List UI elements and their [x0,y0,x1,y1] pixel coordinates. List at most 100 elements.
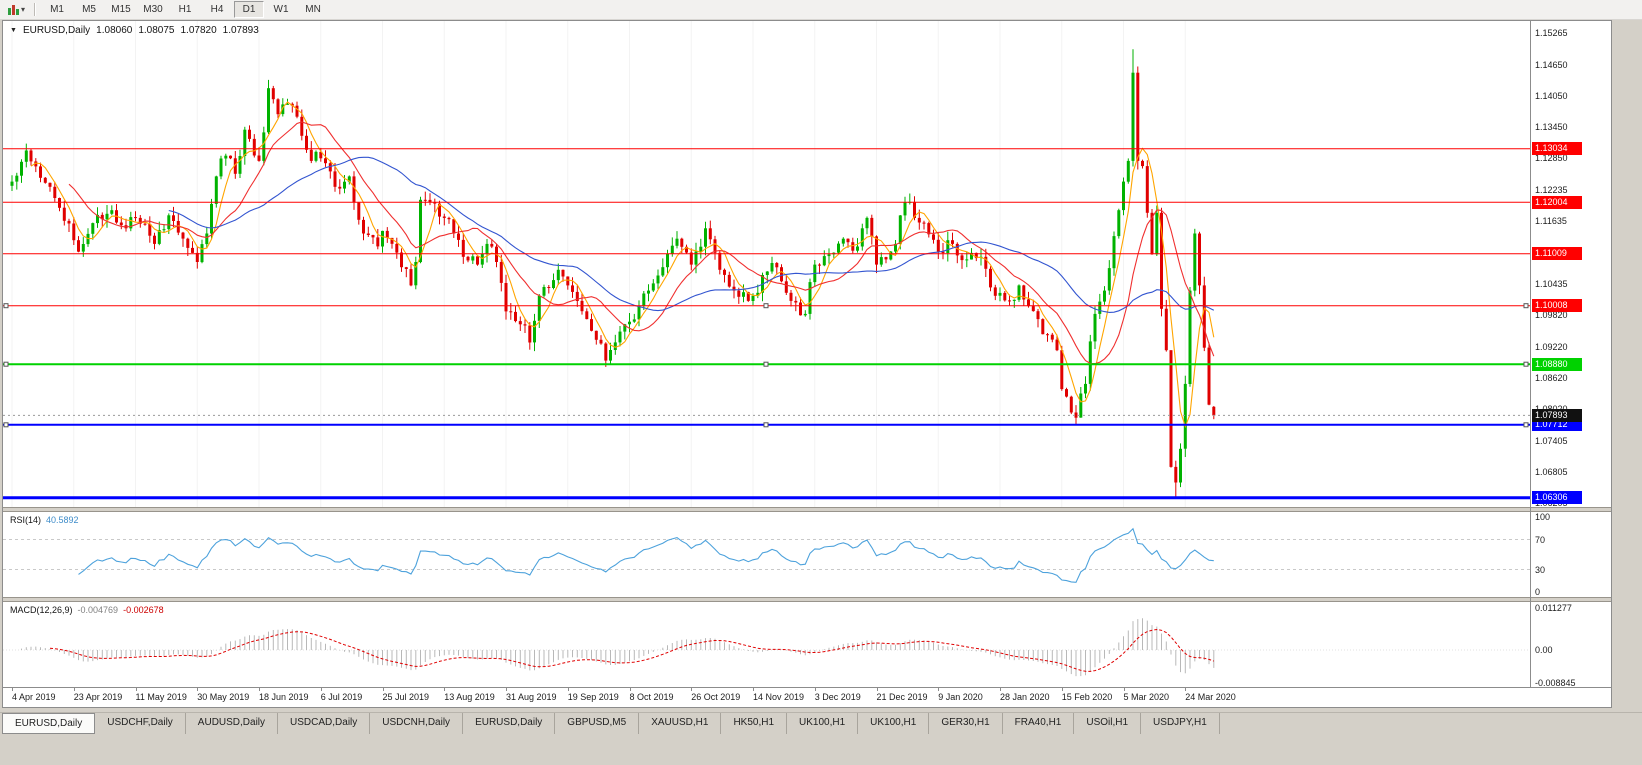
timeframe-button-m5[interactable]: M5 [82,4,96,15]
price-tick: 1.07405 [1535,435,1568,446]
chart-tab-usdjpy-h1[interactable]: USDJPY,H1 [1141,713,1220,734]
price-tick: 1.09220 [1535,341,1568,352]
date-label: 6 Jul 2019 [320,692,363,702]
chart-tab-usdcnh-daily[interactable]: USDCNH,Daily [370,713,464,734]
price-chart-canvas[interactable] [3,21,1530,507]
rsi-scale-label: 100 [1535,512,1551,522]
timeframe-button-h4[interactable]: H4 [210,4,224,15]
date-tick [691,688,693,691]
rsi-indicator-canvas[interactable] [3,512,1530,597]
ohlc-open: 1.08060 [96,25,133,36]
chart-tab-usdchf-daily[interactable]: USDCHF,Daily [95,713,186,734]
chart-tab-xauusd-h1[interactable]: XAUUSD,H1 [639,713,722,734]
timeframe-button-w1[interactable]: W1 [273,4,289,15]
price-tick: 1.13450 [1535,122,1568,133]
chart-tab-usoil-h1[interactable]: USOil,H1 [1074,713,1142,734]
timeframe-button-m1[interactable]: M1 [50,4,64,15]
date-tick [73,688,75,691]
date-label: 26 Oct 2019 [691,692,741,702]
line-handle[interactable] [1523,303,1529,309]
chart-tab-uk100-h1[interactable]: UK100,H1 [787,713,859,734]
chart-tab-eurusd-daily[interactable]: EURUSD,Daily [2,713,96,734]
date-tick [1061,688,1063,691]
price-tick: 1.14650 [1535,59,1568,70]
date-tick [753,688,754,691]
price-tick: 1.12235 [1535,185,1568,196]
timeframe-button-d1[interactable]: D1 [234,1,265,18]
ma-line-5 [30,101,1215,429]
date-tick [444,688,446,691]
line-price-label: 1.10008 [1532,299,1582,313]
macd-scale-label: -0.008845 [1535,678,1576,688]
rsi-label: RSI(14) 40.5892 [10,515,79,525]
current-price-label: 1.07893 [1532,408,1582,422]
charts-dropdown-button[interactable]: ▾ [3,3,29,17]
date-label: 9 Jan 2020 [938,692,983,702]
price-tick: 1.11635 [1535,216,1567,227]
line-handle[interactable] [1523,422,1529,428]
line-handle[interactable] [763,361,769,367]
macd-indicator-canvas[interactable] [3,602,1530,687]
line-handle[interactable] [763,422,769,428]
timeframe-button-m30[interactable]: M30 [143,4,163,15]
date-label: 4 Apr 2019 [12,692,56,702]
line-handle[interactable] [3,361,9,367]
timeframe-button-m15[interactable]: M15 [111,4,131,15]
macd-main-value: -0.004769 [77,605,119,615]
chart-tab-hk50-h1[interactable]: HK50,H1 [721,713,788,734]
chart-tab-usdcad-daily[interactable]: USDCAD,Daily [278,713,371,734]
date-label: 15 Feb 2020 [1061,692,1113,702]
chart-tab-eurusd-daily[interactable]: EURUSD,Daily [463,713,556,734]
date-label: 5 Mar 2020 [1123,692,1170,702]
date-tick [938,688,940,691]
timeframe-button-mn[interactable]: MN [305,4,321,15]
date-tick [629,688,631,691]
price-tick: 1.12850 [1535,153,1568,164]
date-tick [12,688,13,691]
date-tick [320,688,322,691]
line-handle[interactable] [3,422,9,428]
ma-line-34 [168,156,1215,313]
date-tick [135,688,137,691]
chart-tab-ger30-h1[interactable]: GER30,H1 [929,713,1003,734]
rsi-name: RSI(14) [10,515,42,525]
chart-menu-arrow-icon[interactable]: ▼ [10,27,17,34]
macd-signal-value: -0.002678 [123,605,164,615]
ma-line-13 [68,121,1215,365]
ohlc-high: 1.08075 [138,25,175,36]
date-tick [876,688,878,691]
price-tick: 1.06805 [1535,466,1568,477]
date-tick [197,688,199,691]
time-axis[interactable]: 4 Apr 2019 23 Apr 2019 11 May 2019 30 May 2… [3,688,1611,707]
date-tick [567,688,569,691]
price-scale[interactable]: 1.15265 1.14650 1.14050 1.13450 1.12850 1.122… [1531,21,1641,688]
chart-header: ▼ EURUSD,Daily 1.08060 1.08075 1.07820 1… [10,25,259,36]
chart-tab-uk100-h1[interactable]: UK100,H1 [858,713,930,734]
line-price-label: 1.12004 [1532,195,1582,209]
chart-tab-gbpusd-m5[interactable]: GBPUSD,M5 [555,713,640,734]
macd-label: MACD(12,26,9) -0.004769 -0.002678 [10,605,164,615]
date-tick [259,688,260,691]
timeframe-buttons: M1 M5 M15 M30 H1 H4 D1 W1 MN [41,1,329,18]
chart-tabs-bar: EURUSD,Daily USDCHF,Daily AUDUSD,Daily USDC… [0,712,1642,734]
panel-splitter[interactable] [3,597,1611,602]
date-label: 13 Aug 2019 [444,692,495,702]
line-handle[interactable] [763,303,769,309]
date-label: 8 Oct 2019 [629,692,674,702]
macd-signal-line [49,628,1214,672]
line-handle[interactable] [1523,361,1529,367]
time-axis-separator [3,687,1611,688]
date-label: 23 Apr 2019 [73,692,123,702]
line-handle[interactable] [3,303,9,309]
price-tick: 1.14050 [1535,91,1568,102]
panel-splitter[interactable] [3,507,1611,512]
rsi-scale-label: 0 [1535,587,1541,597]
timeframe-button-h1[interactable]: H1 [178,4,192,15]
chart-tab-fra40-h1[interactable]: FRA40,H1 [1003,713,1075,734]
rsi-value: 40.5892 [46,515,79,525]
line-price-label: 1.13034 [1532,142,1582,156]
chart-symbol: EURUSD,Daily [22,25,91,36]
date-label: 11 May 2019 [135,692,187,702]
chart-tab-audusd-daily[interactable]: AUDUSD,Daily [186,713,279,734]
